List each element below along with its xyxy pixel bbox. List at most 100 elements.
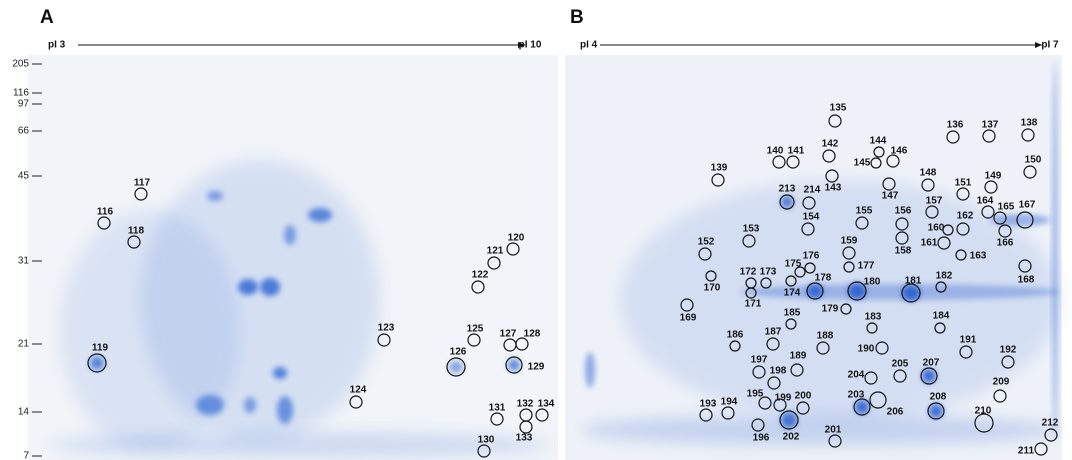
spot-label: 157 <box>926 196 943 207</box>
spot-label: 120 <box>508 233 525 244</box>
spot-label: 148 <box>920 168 937 179</box>
spot-circle <box>942 224 954 236</box>
spot-circle <box>446 357 466 377</box>
spot-circle <box>490 412 504 426</box>
spot-circle <box>927 402 945 420</box>
spot-circle <box>893 369 907 383</box>
spot-label: 176 <box>803 251 820 262</box>
spot-circle <box>925 205 939 219</box>
spot-label: 144 <box>870 136 887 147</box>
spot-label: 166 <box>997 238 1014 249</box>
spot-circle <box>742 234 756 248</box>
spot-label: 209 <box>993 377 1010 388</box>
spot-label: 161 <box>921 238 938 249</box>
spot-circle <box>864 371 878 385</box>
spot-label: 130 <box>478 435 495 446</box>
spot-label: 211 <box>1018 446 1035 457</box>
spot-label: 158 <box>895 246 912 257</box>
spot-label: 128 <box>524 329 541 340</box>
spot-label: 190 <box>858 344 875 355</box>
spot-label: 171 <box>745 299 762 310</box>
spot-circle <box>853 398 871 416</box>
spot-circle <box>802 196 816 210</box>
spot-circle <box>921 178 935 192</box>
spot-label: 175 <box>785 259 802 270</box>
spot-label: 200 <box>795 391 812 402</box>
spot-label: 159 <box>841 236 858 247</box>
spot-label: 143 <box>825 183 842 194</box>
spot-circle <box>935 281 947 293</box>
spot-label: 146 <box>891 146 908 157</box>
spot-circle <box>471 280 485 294</box>
spot-label: 173 <box>760 267 777 278</box>
spot-label: 145 <box>854 158 871 169</box>
spot-label: 192 <box>1000 345 1017 356</box>
spot-circle <box>955 249 967 261</box>
spot-circle <box>698 247 712 261</box>
spot-label: 183 <box>865 312 882 323</box>
spot-circle <box>794 266 806 278</box>
spot-circle <box>822 149 836 163</box>
spot-label: 212 <box>1042 418 1059 429</box>
spot-label: 121 <box>487 246 504 257</box>
spot-circle <box>745 287 757 299</box>
spot-circle <box>786 155 800 169</box>
spot-circle <box>779 194 795 210</box>
spot-circle <box>870 157 882 169</box>
spot-circle <box>895 231 909 245</box>
spot-circle <box>349 395 363 409</box>
spot-label: 138 <box>1021 118 1038 129</box>
spot-label: 174 <box>784 288 801 299</box>
spot-label: 191 <box>960 335 977 346</box>
spot-label: 208 <box>930 392 947 403</box>
spot-label: 140 <box>767 146 784 157</box>
spot-label: 195 <box>747 389 764 400</box>
spot-label: 205 <box>892 359 909 370</box>
mw-marker: 66 <box>18 126 30 137</box>
pi-start: pI 3 <box>48 40 66 51</box>
spot-circle <box>882 177 896 191</box>
spot-circle <box>535 408 549 422</box>
spot-label: 207 <box>923 358 940 369</box>
spot-label: 135 <box>830 103 847 114</box>
spot-circle <box>847 281 867 301</box>
spot-label: 117 <box>134 178 151 189</box>
spot-label: 201 <box>825 425 842 436</box>
spot-label: 137 <box>982 120 999 131</box>
spot-label: 162 <box>957 211 974 222</box>
spot-label: 214 <box>804 185 821 196</box>
spot-label: 188 <box>817 331 834 342</box>
spot-label: 129 <box>528 362 545 373</box>
spot-circle <box>869 391 887 409</box>
spot-circle <box>956 222 970 236</box>
spot-circle <box>751 418 765 432</box>
spot-circle <box>699 408 713 422</box>
mw-marker: 31 <box>18 256 30 267</box>
spot-circle <box>680 298 694 312</box>
spot-label: 124 <box>350 385 367 396</box>
spot-label: 196 <box>753 433 770 444</box>
spot-label: 181 <box>905 276 922 287</box>
spot-circle <box>87 353 107 373</box>
spot-label: 149 <box>985 171 1002 182</box>
spot-label: 126 <box>450 347 467 358</box>
spot-circle <box>842 246 856 260</box>
spot-circle <box>956 187 970 201</box>
spot-label: 167 <box>1019 200 1036 211</box>
spot-label: 131 <box>489 403 506 414</box>
spot-label: 165 <box>998 202 1015 213</box>
spot-label: 213 <box>779 184 796 195</box>
spot-label: 133 <box>516 433 533 444</box>
spot-circle <box>477 444 491 458</box>
spot-label: 125 <box>467 324 484 335</box>
spot-circle <box>1001 355 1015 369</box>
spot-circle <box>729 340 741 352</box>
spot-circle <box>487 256 501 270</box>
spot-label: 152 <box>698 237 715 248</box>
spot-label: 122 <box>472 270 489 281</box>
spot-circle <box>801 222 815 236</box>
spot-label: 204 <box>848 370 865 381</box>
spot-label: 153 <box>743 224 760 235</box>
spot-circle <box>886 154 900 168</box>
